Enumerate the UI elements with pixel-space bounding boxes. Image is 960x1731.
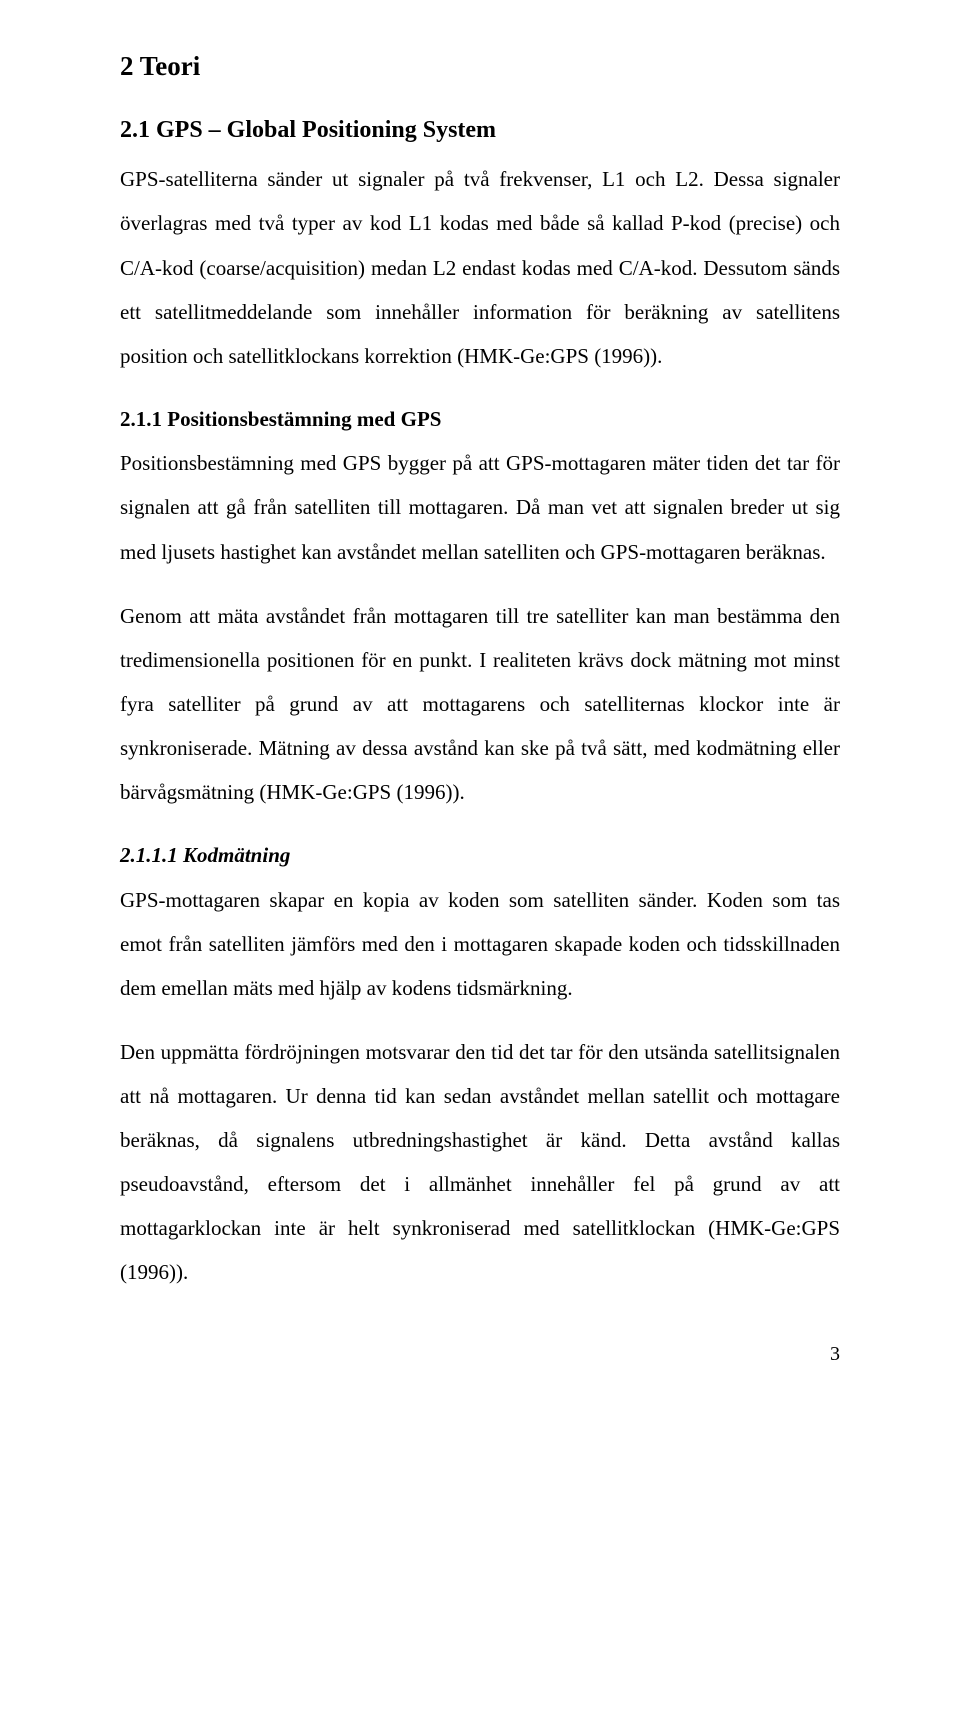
page-number: 3	[120, 1344, 840, 1364]
heading-level-1: 2 Teori	[120, 48, 840, 86]
heading-level-4: 2.1.1.1 Kodmätning	[120, 840, 840, 872]
body-paragraph: Positionsbestämning med GPS bygger på at…	[120, 441, 840, 573]
body-paragraph: GPS-mottagaren skapar en kopia av koden …	[120, 878, 840, 1010]
heading-level-3: 2.1.1 Positionsbestämning med GPS	[120, 404, 840, 436]
body-paragraph: GPS-satelliterna sänder ut signaler på t…	[120, 157, 840, 377]
body-paragraph: Den uppmätta fördröjningen motsvarar den…	[120, 1030, 840, 1295]
body-paragraph: Genom att mäta avståndet från mottagaren…	[120, 594, 840, 814]
heading-level-2: 2.1 GPS – Global Positioning System	[120, 114, 840, 148]
document-page: 2 Teori 2.1 GPS – Global Positioning Sys…	[0, 0, 960, 1424]
